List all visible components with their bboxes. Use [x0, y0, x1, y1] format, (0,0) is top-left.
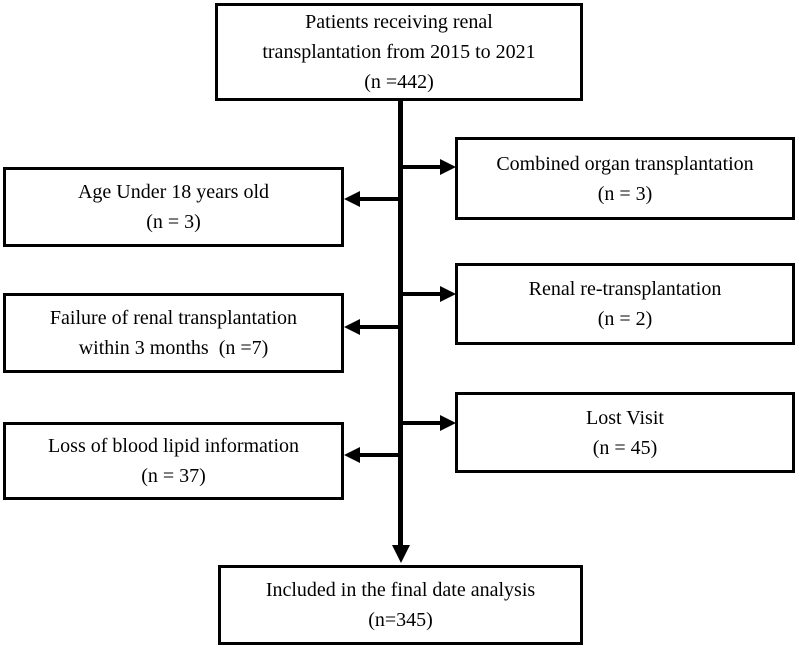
exclusion-box-lost-visit: Lost Visit (n = 45) [455, 392, 795, 473]
exclusion-arrow-left-3 [360, 453, 401, 457]
start-box: Patients receiving renal transplantation… [215, 3, 583, 101]
exclusion-box-failure-within-3-months: Failure of renal transplantation within … [3, 293, 344, 373]
exclusion-arrow-left-1 [360, 197, 401, 201]
exclusion-box-combined-organ: Combined organ transplantation (n = 3) [455, 137, 795, 220]
exclusion-text: Loss of blood lipid information [47, 435, 300, 457]
arrowhead-right-3-icon [440, 415, 456, 431]
exclusion-text: Age Under 18 years old [77, 181, 270, 203]
exclusion-text: Failure of renal transplantation [49, 307, 298, 329]
exclusion-text: Renal re-transplantation [528, 278, 722, 300]
final-box-count: (n=345) [368, 609, 433, 631]
exclusion-box-blood-lipid-info-loss: Loss of blood lipid information (n = 37) [3, 422, 344, 500]
start-box-count: (n =442) [364, 71, 434, 93]
exclusion-count: (n = 3) [597, 182, 653, 205]
start-box-text: transplantation from 2015 to 2021 [262, 41, 536, 63]
exclusion-arrow-left-2 [360, 325, 401, 329]
arrowhead-left-3-icon [344, 447, 360, 463]
exclusion-text: Lost Visit [586, 406, 664, 429]
start-box-text: Patients receiving renal [305, 11, 493, 33]
exclusion-count: (n = 3) [146, 211, 201, 233]
exclusion-count: (n = 2) [597, 308, 653, 330]
final-box-text: Included in the final date analysis [265, 579, 536, 601]
exclusion-count: (n = 37) [141, 465, 206, 487]
arrowhead-right-2-icon [440, 286, 456, 302]
exclusion-text: Combined organ transplantation [496, 152, 754, 175]
arrowhead-left-2-icon [344, 319, 360, 335]
exclusion-arrow-right-3 [401, 421, 440, 425]
arrowhead-left-1-icon [344, 191, 360, 207]
exclusion-box-renal-retransplantation: Renal re-transplantation (n = 2) [455, 263, 795, 345]
main-flow-arrowhead-icon [392, 545, 410, 563]
main-flow-line [398, 100, 403, 546]
exclusion-box-age-under-18: Age Under 18 years old (n = 3) [3, 167, 344, 247]
exclusion-arrow-right-1 [401, 165, 440, 169]
exclusion-arrow-right-2 [401, 292, 440, 296]
exclusion-count: (n = 45) [592, 436, 658, 459]
exclusion-text: within 3 months (n =7) [78, 337, 269, 359]
final-analysis-box: Included in the final date analysis (n=3… [218, 565, 583, 645]
arrowhead-right-1-icon [440, 159, 456, 175]
